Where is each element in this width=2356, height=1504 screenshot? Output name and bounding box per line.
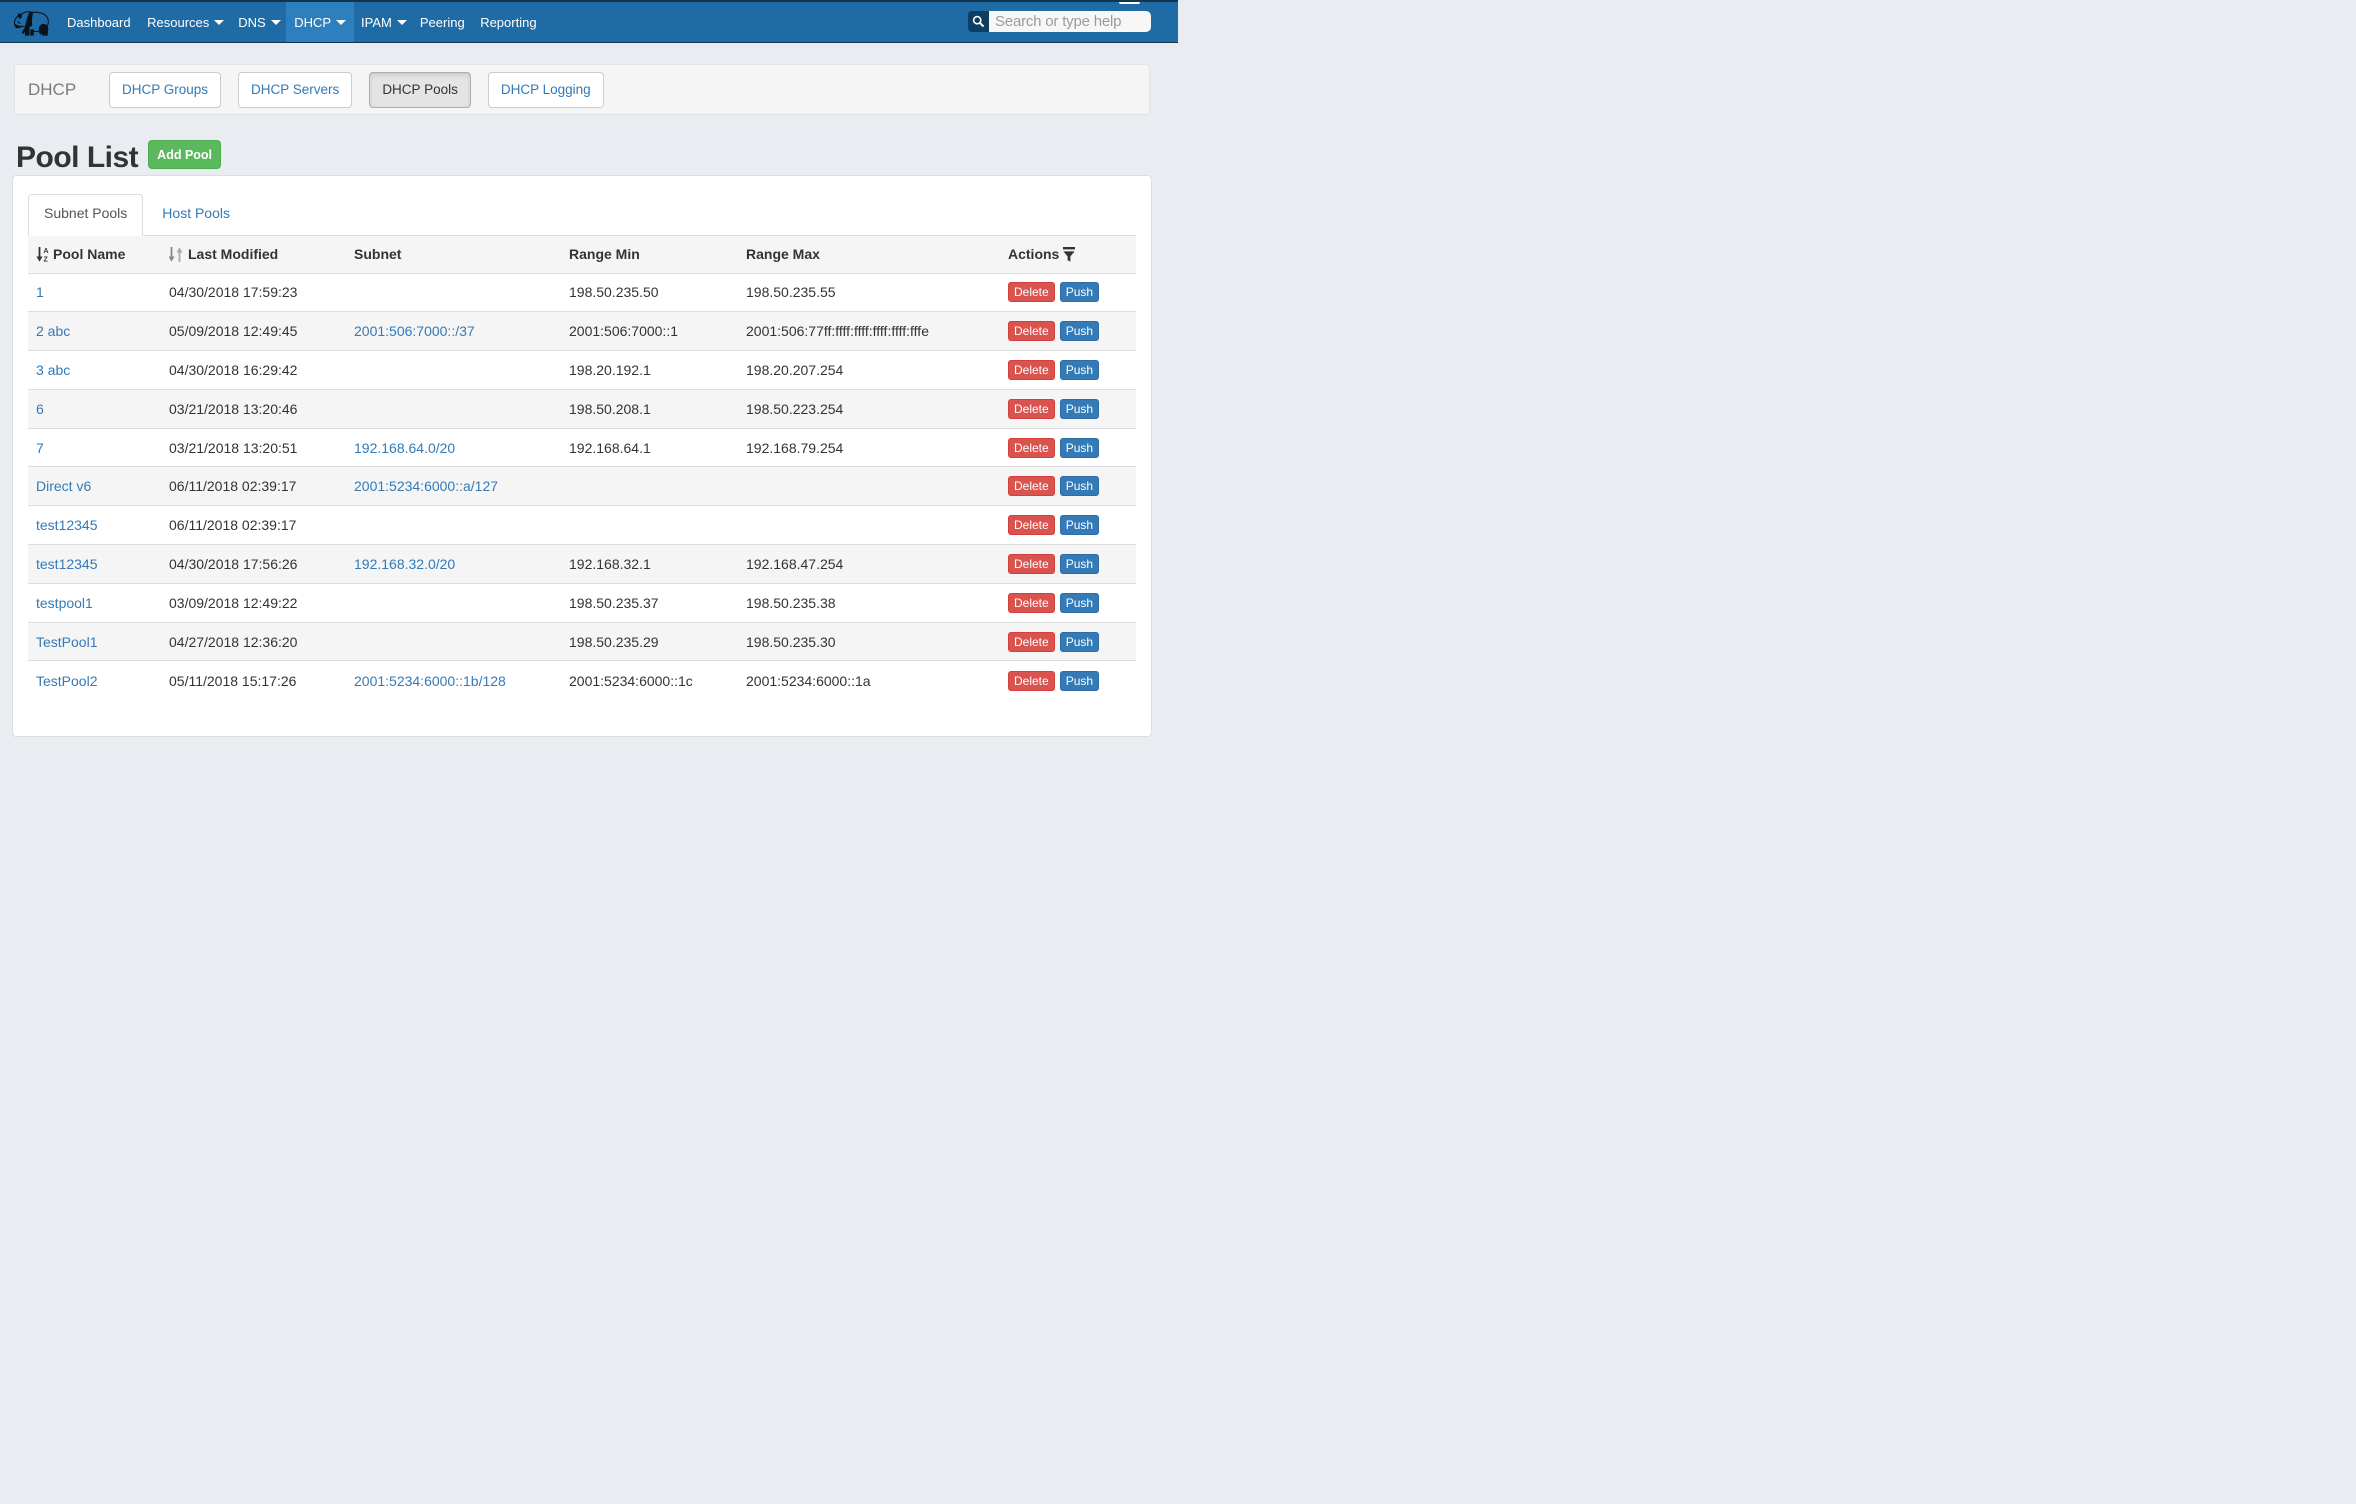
- svg-text:A: A: [44, 248, 49, 255]
- svg-text:Z: Z: [44, 257, 49, 263]
